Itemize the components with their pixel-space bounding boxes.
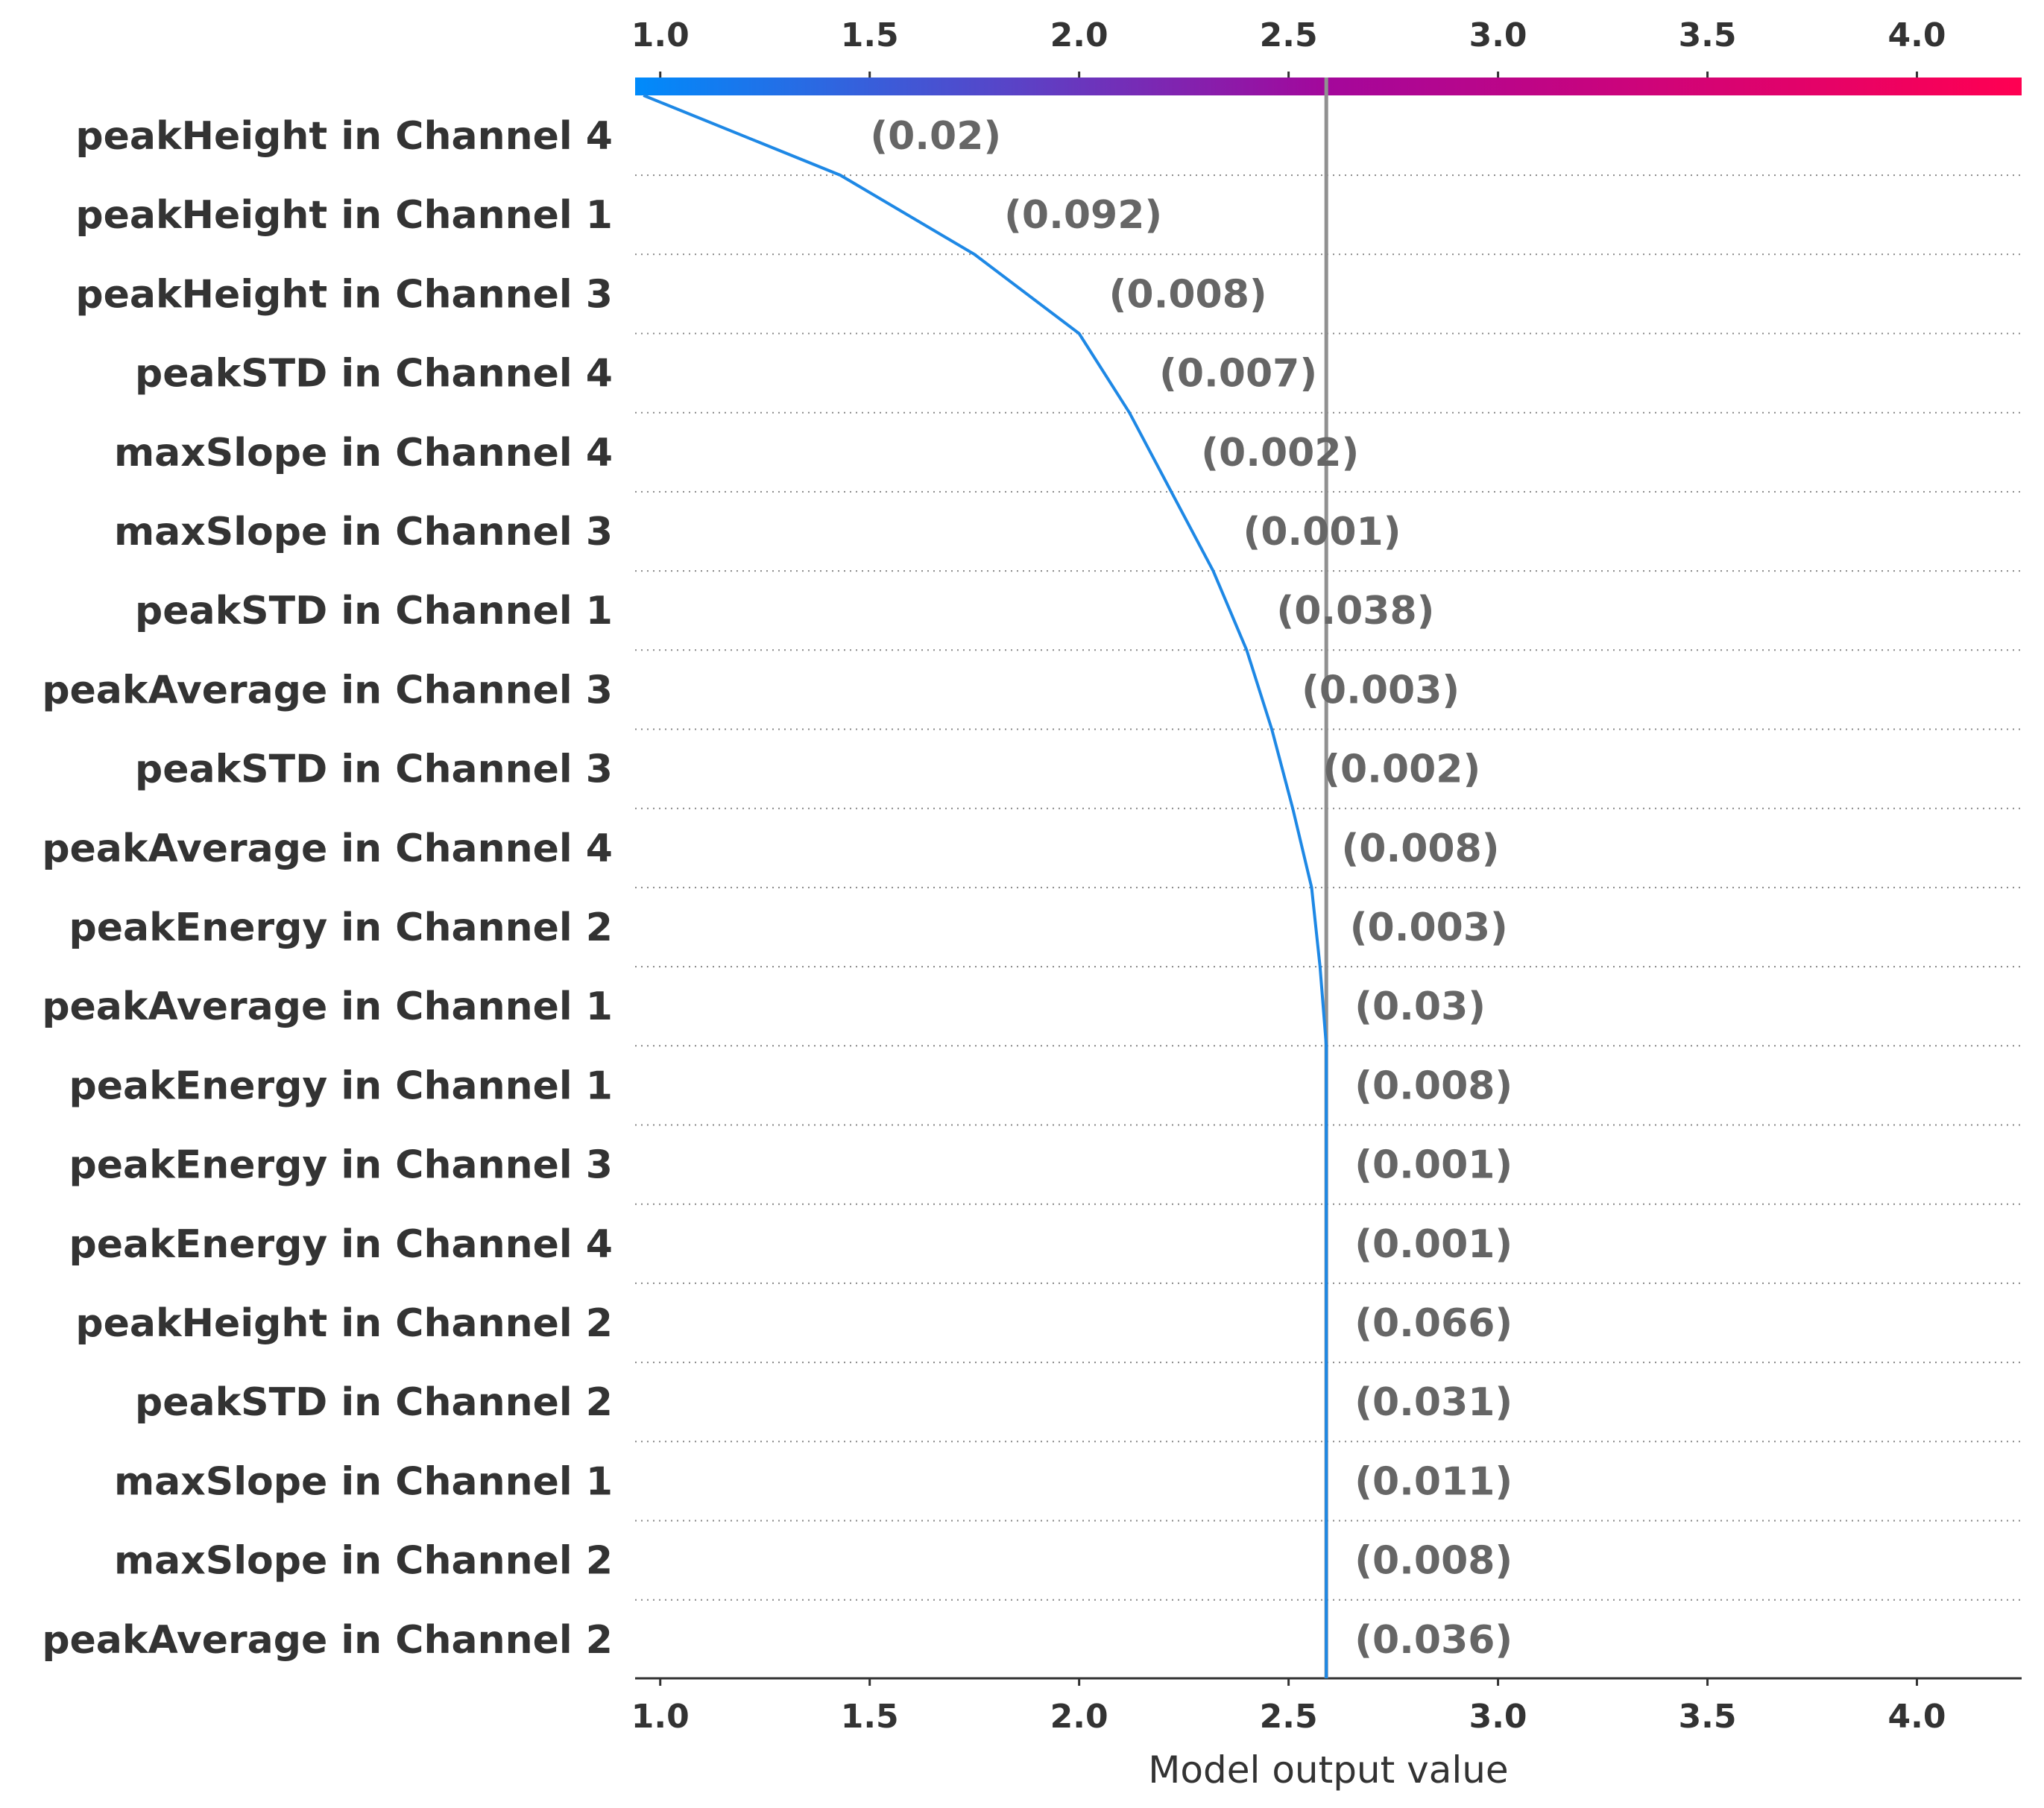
bottom-tick-label: 2.0	[1050, 1698, 1108, 1736]
bottom-tick-label: 3.5	[1679, 1698, 1737, 1736]
feature-labels: peakHeight in Channel 4 peakHeight in Cha…	[42, 114, 613, 1663]
feature-label: peakAverage in Channel 3	[42, 668, 613, 712]
feature-label: peakSTD in Channel 4	[135, 352, 613, 396]
feature-label: peakHeight in Channel 4	[75, 114, 613, 159]
feature-label: maxSlope in Channel 2	[114, 1539, 613, 1584]
bottom-tick-label: 4.0	[1888, 1698, 1946, 1736]
feature-label: peakSTD in Channel 3	[135, 747, 613, 792]
feature-label: maxSlope in Channel 3	[114, 510, 613, 554]
feature-label: maxSlope in Channel 1	[114, 1459, 613, 1504]
feature-value-label: (0.038)	[1276, 589, 1434, 633]
feature-label: peakAverage in Channel 1	[42, 984, 613, 1029]
decision-path	[643, 94, 1328, 1678]
feature-value-label: (0.031)	[1354, 1380, 1513, 1425]
feature-value-label: (0.011)	[1354, 1459, 1513, 1504]
feature-label: peakHeight in Channel 1	[75, 193, 613, 238]
feature-label: peakAverage in Channel 4	[42, 826, 613, 871]
bottom-axis: 1.0 1.5 2.0 2.5 3.0 3.5 4.0	[631, 1678, 1946, 1736]
feature-value-label: (0.008)	[1342, 826, 1500, 871]
feature-value-label: (0.03)	[1354, 984, 1486, 1029]
bottom-tick-label: 3.0	[1469, 1698, 1527, 1736]
top-tick-label: 1.0	[631, 16, 690, 54]
value-labels: (0.02)(0.092) (0.008) (0.007) (0.002) (0.001…	[870, 114, 1513, 1663]
top-tick-label: 2.0	[1050, 16, 1108, 54]
top-tick-label: 1.5	[841, 16, 899, 54]
feature-label: peakHeight in Channel 2	[75, 1301, 613, 1346]
feature-value-label: (0.003)	[1302, 668, 1460, 712]
feature-label: peakEnergy in Channel 1	[69, 1063, 613, 1108]
feature-value-label: (0.008)	[1109, 272, 1267, 317]
feature-value-label: (0.001)	[1354, 1222, 1513, 1267]
feature-value-label: (0.007)	[1159, 352, 1317, 396]
feature-value-label: (0.002)	[1322, 747, 1480, 792]
feature-label: maxSlope in Channel 4	[114, 431, 613, 475]
feature-value-label: (0.036)	[1354, 1618, 1513, 1663]
feature-value-label: (0.092)	[1004, 193, 1162, 238]
top-axis: 1.0 1.5 2.0 2.5 3.0 3.5 4.0	[631, 16, 1946, 78]
feature-label: peakAverage in Channel 2	[42, 1618, 613, 1663]
bottom-tick-label: 1.5	[841, 1698, 899, 1736]
feature-value-label: (0.001)	[1243, 510, 1401, 554]
top-tick-label: 4.0	[1888, 16, 1946, 54]
top-tick-label: 3.5	[1679, 16, 1737, 54]
bottom-tick-label: 1.0	[631, 1698, 690, 1736]
top-tick-label: 3.0	[1469, 16, 1527, 54]
feature-label: peakEnergy in Channel 3	[69, 1143, 613, 1188]
feature-label: peakHeight in Channel 3	[75, 272, 613, 317]
feature-label: peakSTD in Channel 2	[135, 1380, 613, 1425]
row-gridlines	[635, 174, 2022, 1601]
feature-label: peakEnergy in Channel 2	[69, 905, 613, 950]
feature-value-label: (0.003)	[1350, 905, 1508, 950]
bottom-tick-label: 2.5	[1260, 1698, 1318, 1736]
feature-value-label: (0.008)	[1354, 1539, 1513, 1584]
feature-label: peakSTD in Channel 1	[135, 589, 613, 633]
feature-value-label: (0.002)	[1201, 431, 1359, 475]
top-tick-label: 2.5	[1260, 16, 1318, 54]
feature-label: peakEnergy in Channel 4	[69, 1222, 613, 1267]
x-axis-label: Model output value	[1148, 1748, 1508, 1792]
feature-value-label: (0.008)	[1354, 1063, 1513, 1108]
feature-value-label: (0.001)	[1354, 1143, 1513, 1188]
feature-value-label: (0.066)	[1354, 1301, 1513, 1346]
feature-value-label: (0.02)	[870, 114, 1001, 159]
colorbar	[635, 78, 2022, 95]
